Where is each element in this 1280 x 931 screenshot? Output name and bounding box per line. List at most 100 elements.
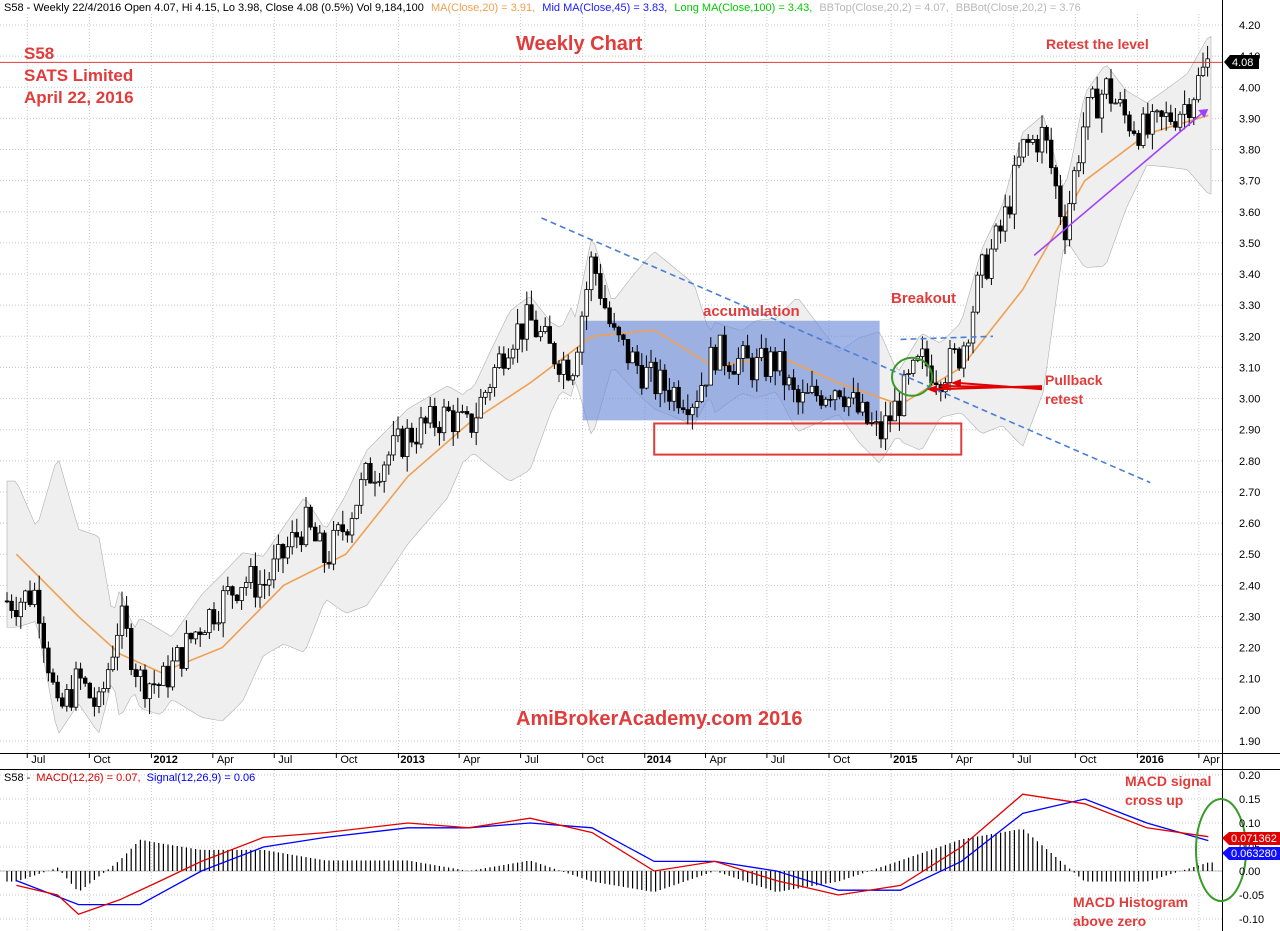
candlesticks	[4, 45, 1210, 717]
pullback-arrowhead	[926, 385, 937, 394]
candle-up	[441, 406, 447, 434]
annotation-macd-hist-2: above zero	[1073, 913, 1146, 929]
candle-up	[1118, 99, 1123, 104]
candle-up	[874, 421, 879, 424]
price-y-tick-label: 2.10	[1239, 674, 1260, 686]
candle-up	[630, 351, 635, 364]
candle-up	[648, 361, 654, 368]
candle-down	[179, 647, 184, 669]
candle-down	[1131, 130, 1137, 134]
price-y-tick-label: 3.30	[1239, 300, 1260, 312]
candle-up	[717, 334, 723, 371]
candle-down	[133, 669, 138, 678]
candle-up	[1154, 110, 1160, 113]
candle-up	[832, 390, 838, 401]
candle-up	[786, 377, 792, 386]
candle-down	[294, 532, 299, 538]
candle-down	[437, 426, 442, 434]
candle-up	[358, 479, 364, 506]
candle-up	[331, 529, 336, 565]
candle-up	[243, 582, 249, 588]
support-box	[653, 422, 963, 456]
candle-up	[736, 357, 741, 375]
candle-up	[460, 411, 465, 413]
candle-down	[9, 600, 14, 611]
candle-down	[1049, 139, 1054, 169]
candle-up	[1012, 164, 1017, 215]
candle-down	[621, 334, 626, 340]
x-tick-label: Apr	[217, 754, 234, 766]
candle-up	[980, 254, 985, 276]
candle-up	[73, 668, 79, 708]
candle-down	[188, 632, 194, 640]
candle-up	[170, 660, 175, 688]
candle-up	[473, 417, 479, 433]
candle-up	[658, 369, 663, 395]
macd-y-tick-label: -0.10	[1239, 914, 1264, 926]
price-y-tick-label: 3.60	[1239, 207, 1260, 219]
macd-header-prefix: S58 -	[4, 772, 31, 784]
candle-up	[147, 683, 152, 700]
candle-up	[1177, 113, 1183, 128]
candle-down	[685, 409, 690, 416]
price-y-tick-label: 2.70	[1239, 487, 1260, 499]
x-tick-label: Oct	[587, 754, 604, 766]
candle-up	[575, 351, 580, 377]
candle-down	[616, 326, 621, 336]
candle-up	[335, 524, 341, 531]
candle-up	[860, 401, 865, 413]
x-tick-label: Apr	[1203, 754, 1220, 766]
candle-down	[1127, 114, 1132, 132]
x-tick-label: Apr	[709, 754, 726, 766]
candle-up	[524, 304, 529, 340]
candle-down	[124, 605, 129, 629]
candle-down	[865, 401, 870, 424]
candle-up	[276, 544, 281, 560]
candle-up	[515, 323, 520, 350]
candle-down	[414, 441, 419, 445]
candle-down	[924, 348, 930, 367]
annotation-company: SATS Limited	[24, 66, 133, 85]
candle-up	[18, 601, 23, 618]
candle-up	[23, 590, 28, 603]
candle-down	[639, 365, 644, 389]
price-y-tick-label: 2.90	[1239, 425, 1260, 437]
header-ticker: S58 - Weekly 22/4/2016 Open 4.07, Hi 4.1…	[4, 2, 424, 14]
candle-down	[446, 406, 451, 412]
candle-down	[952, 348, 957, 351]
candle-up	[1085, 97, 1091, 128]
candle-up	[225, 586, 230, 592]
candle-down	[1173, 121, 1178, 128]
candle-down	[750, 357, 755, 381]
candle-down	[299, 536, 304, 546]
candle-up	[110, 656, 115, 671]
price-y-tick-label: 2.50	[1239, 549, 1260, 561]
x-tick-label: Oct	[340, 754, 357, 766]
candle-up	[395, 428, 401, 437]
candle-down	[280, 544, 286, 559]
candle-down	[1095, 88, 1100, 119]
candle-up	[579, 315, 585, 353]
candle-down	[957, 348, 962, 369]
x-tick-label: Apr	[463, 754, 480, 766]
candle-down	[593, 256, 598, 274]
candle-down	[520, 323, 525, 340]
candle-up	[478, 396, 483, 419]
candle-up	[377, 480, 382, 483]
candle-down	[400, 428, 405, 457]
candle-down	[888, 415, 893, 422]
candle-down	[326, 562, 332, 565]
price-y-tick-label: 4.00	[1239, 82, 1260, 94]
candle-up	[759, 347, 764, 358]
macd-last-value: 0.071362	[1231, 833, 1277, 845]
pullback-arrowhead	[950, 379, 961, 387]
candle-down	[368, 463, 373, 484]
annotation-macd-cross-1: MACD signal	[1125, 773, 1211, 789]
candle-up	[427, 406, 433, 424]
candle-down	[142, 669, 148, 700]
candle-down	[340, 524, 345, 533]
macd-y-tick-label: 0.15	[1239, 794, 1260, 806]
candle-down	[1168, 112, 1173, 122]
candle-up	[1164, 112, 1169, 117]
candle-down	[635, 351, 640, 366]
